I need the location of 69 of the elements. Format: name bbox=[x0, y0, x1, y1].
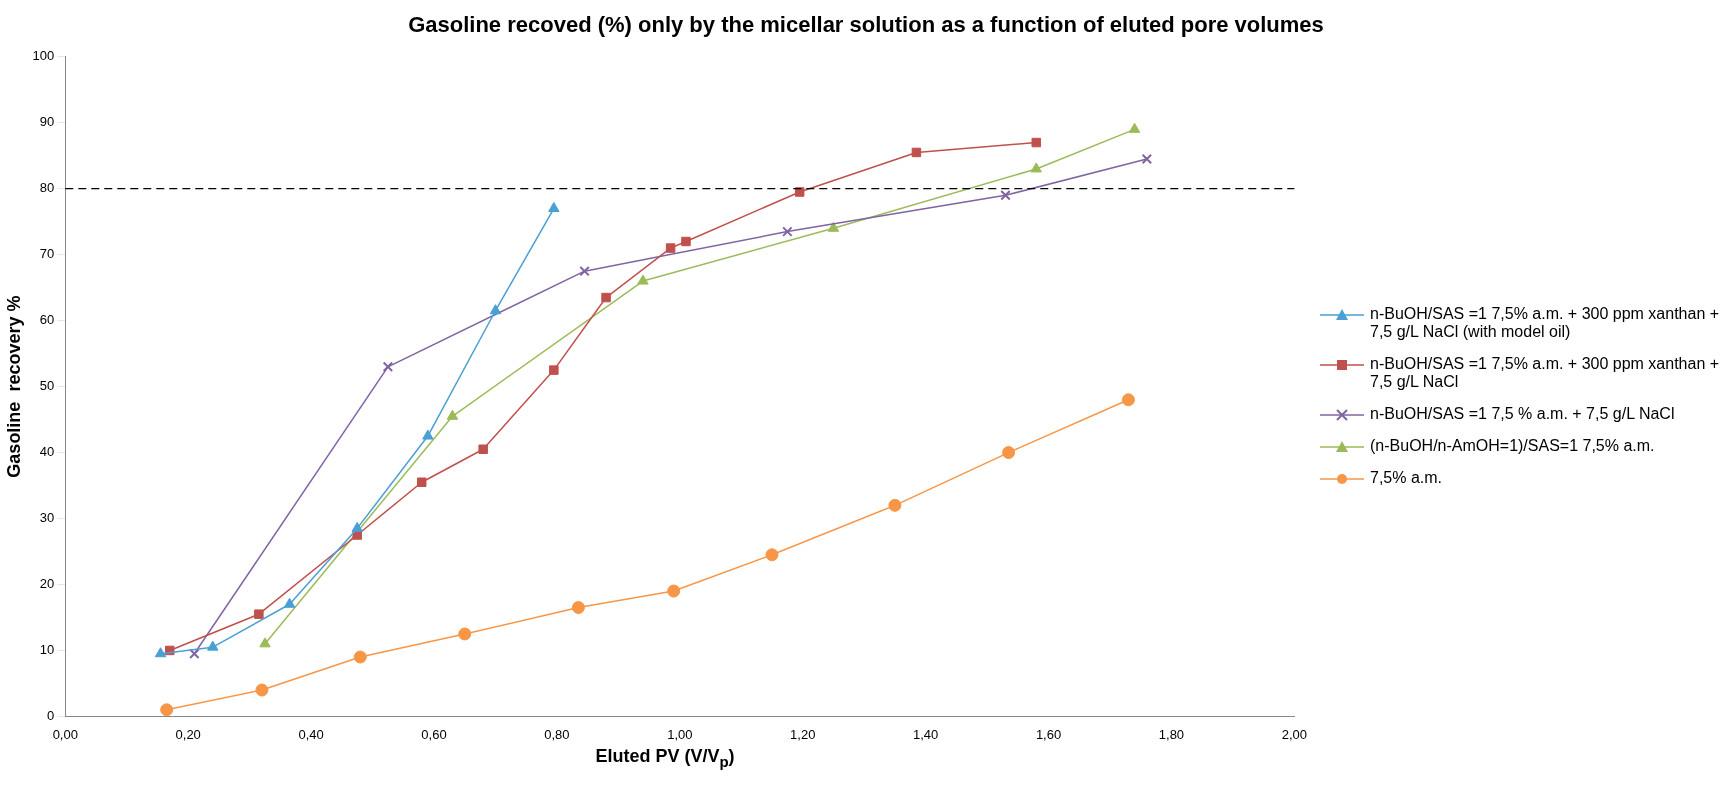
point bbox=[1121, 393, 1135, 407]
point bbox=[489, 304, 502, 315]
point bbox=[254, 609, 264, 619]
chart-title: Gasoline recoved (%) only by the micellar solution as a function of eluted pore volumes bbox=[407, 11, 1325, 39]
point bbox=[1128, 122, 1141, 133]
y-tick-label: 80 bbox=[39, 180, 55, 196]
x-tick-label: 1,40 bbox=[912, 726, 939, 742]
point bbox=[601, 292, 611, 303]
x-axis-title: Eluted PV (V/V$_{p}$) bbox=[594, 746, 736, 770]
y-tick-label: 60 bbox=[39, 312, 55, 328]
legend-label: n-BuOH/SAS =1 7,5% a.m. + 300 ppm xanthan + 7,5 g/L NaCl (with model oil) bbox=[1370, 305, 1720, 341]
point bbox=[681, 236, 691, 247]
point bbox=[782, 226, 793, 237]
point bbox=[827, 221, 840, 232]
y-tick-label: 10 bbox=[39, 642, 55, 658]
point bbox=[549, 365, 559, 375]
point bbox=[458, 627, 472, 641]
y-tick-label: 40 bbox=[39, 444, 55, 460]
x-tick-label: 0,20 bbox=[175, 726, 201, 742]
point bbox=[422, 429, 434, 440]
point bbox=[911, 147, 922, 158]
x-tick-label: 2,00 bbox=[1281, 726, 1308, 742]
x-tick-label: 1,20 bbox=[790, 726, 816, 742]
y-tick-label: 50 bbox=[39, 378, 55, 394]
x-tick-label: 0,80 bbox=[544, 726, 570, 742]
point bbox=[189, 648, 200, 659]
point bbox=[446, 409, 459, 420]
point bbox=[353, 650, 367, 664]
x-tick-label: 0,40 bbox=[298, 726, 324, 742]
y-tick-label: 100 bbox=[32, 48, 55, 64]
x-tick-label: 1,00 bbox=[667, 726, 693, 742]
x-tick-label: 0,60 bbox=[421, 726, 447, 742]
y-tick-label: 70 bbox=[39, 246, 55, 262]
point bbox=[579, 265, 590, 277]
point bbox=[1002, 446, 1016, 460]
legend-label: n-BuOH/SAS =1 7,5% a.m. + 300 ppm xanthan + 7,5 g/L NaCl bbox=[1370, 355, 1720, 391]
legend-label: (n-BuOH/n-AmOH=1)/SAS=1 7,5% a.m. bbox=[1370, 437, 1655, 455]
x-tick-label: 1,80 bbox=[1158, 726, 1185, 742]
y-tick-label: 90 bbox=[39, 114, 55, 130]
point bbox=[765, 548, 779, 562]
legend-label: n-BuOH/SAS =1 7,5 % a.m. + 7,5 g/L NaCl bbox=[1370, 405, 1675, 423]
point bbox=[1000, 190, 1011, 201]
point bbox=[1141, 153, 1153, 165]
point bbox=[255, 683, 269, 697]
point bbox=[154, 647, 167, 658]
legend-label: 7,5% a.m. bbox=[1370, 469, 1443, 487]
point bbox=[207, 640, 219, 651]
y-axis-title: Gasoline recovery % bbox=[3, 295, 24, 478]
y-tick-label: 0 bbox=[47, 707, 55, 723]
point bbox=[665, 243, 676, 253]
point bbox=[637, 274, 649, 285]
point bbox=[160, 703, 174, 717]
x-tick-label: 0,00 bbox=[52, 726, 78, 742]
point bbox=[382, 361, 394, 373]
y-tick-label: 20 bbox=[39, 576, 55, 592]
point bbox=[1031, 137, 1041, 148]
point bbox=[794, 187, 805, 197]
y-tick-label: 30 bbox=[39, 510, 55, 526]
point bbox=[283, 597, 296, 608]
point bbox=[888, 498, 902, 512]
point bbox=[1030, 162, 1042, 173]
point bbox=[548, 202, 560, 213]
point bbox=[571, 601, 585, 615]
point bbox=[667, 584, 681, 598]
point bbox=[478, 444, 488, 455]
point bbox=[351, 521, 363, 532]
point bbox=[259, 637, 271, 648]
x-tick-label: 1,60 bbox=[1035, 726, 1062, 742]
point bbox=[416, 477, 427, 487]
